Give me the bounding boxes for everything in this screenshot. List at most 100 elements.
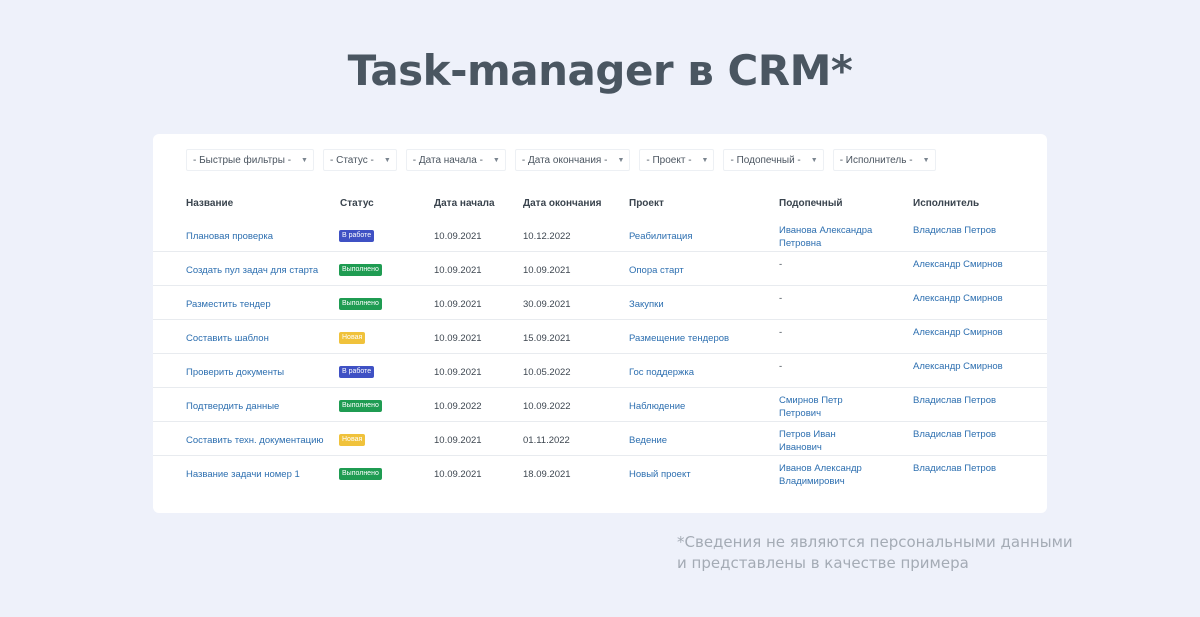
project-link[interactable]: Опора старт <box>629 265 684 276</box>
end-date: 18.09.2021 <box>523 469 571 480</box>
task-name-link[interactable]: Проверить документы <box>186 367 285 378</box>
filter-bar: - Быстрые фильтры - ▼ - Статус - ▼ - Дата … <box>186 149 936 171</box>
status-badge: Новая <box>339 434 366 446</box>
chevron-down-icon: ▼ <box>617 156 625 164</box>
disclaimer-footnote: *Сведения не являются персональными данн… <box>677 532 1077 574</box>
start-date: 10.09.2021 <box>434 333 482 344</box>
column-header-assignee[interactable]: Исполнитель <box>913 198 980 209</box>
assignee-link[interactable]: Александр Смирнов <box>913 259 1003 270</box>
table-row[interactable]: Подтвердить данные Выполнено 10.09.2022 … <box>153 388 1047 422</box>
filter-label: - Статус - <box>329 154 374 166</box>
status-badge: Выполнено <box>339 298 382 310</box>
filter-end-date[interactable]: - Дата окончания - ▼ <box>514 149 631 171</box>
filter-project[interactable]: - Проект - ▼ <box>639 149 715 171</box>
footnote-line2: и представлены в качестве примера <box>677 554 969 572</box>
chevron-down-icon: ▼ <box>810 156 818 164</box>
table-body: Плановая проверка В работе 10.09.2021 10… <box>153 218 1047 490</box>
task-table-card: - Быстрые фильтры - ▼ - Статус - ▼ - Дата … <box>153 134 1047 513</box>
assignee-link[interactable]: Владислав Петров <box>913 395 997 406</box>
ward-link[interactable]: Смирнов Петр Петрович <box>779 394 843 420</box>
table-row[interactable]: Составить шаблон Новая 10.09.2021 15.09.… <box>153 320 1047 354</box>
column-header-status[interactable]: Статус <box>340 198 374 209</box>
filter-label: - Дата окончания - <box>521 154 608 166</box>
chevron-down-icon: ▼ <box>301 156 308 164</box>
ward-name-line1: Смирнов Петр <box>779 395 843 406</box>
ward-link[interactable]: Петров Иван Иванович <box>779 428 836 454</box>
ward-name-line2: Иванович <box>779 442 822 453</box>
table-row[interactable]: Название задачи номер 1 Выполнено 10.09.… <box>153 456 1047 490</box>
task-name-link[interactable]: Создать пул задач для старта <box>186 265 319 276</box>
table-row[interactable]: Составить техн. документацию Новая 10.09… <box>153 422 1047 456</box>
table-row[interactable]: Плановая проверка В работе 10.09.2021 10… <box>153 218 1047 252</box>
status-badge: Новая <box>339 332 366 344</box>
ward-empty: - <box>779 361 783 372</box>
filter-label: - Исполнитель - <box>839 154 913 166</box>
filter-start-date[interactable]: - Дата начала - ▼ <box>405 149 506 171</box>
task-name-link[interactable]: Разместить тендер <box>186 299 271 310</box>
ward-name-line1: Иванов Александр <box>779 463 862 474</box>
start-date: 10.09.2021 <box>434 299 482 310</box>
assignee-link[interactable]: Александр Смирнов <box>913 293 1003 304</box>
status-badge: В работе <box>339 230 375 242</box>
filter-assignee[interactable]: - Исполнитель - ▼ <box>832 149 936 171</box>
column-header-end[interactable]: Дата окончания <box>523 198 602 209</box>
ward-name-line1: Петров Иван <box>779 429 836 440</box>
end-date: 01.11.2022 <box>523 435 570 446</box>
table-row[interactable]: Проверить документы В работе 10.09.2021 … <box>153 354 1047 388</box>
project-link[interactable]: Наблюдение <box>629 401 686 412</box>
column-header-project[interactable]: Проект <box>629 198 664 209</box>
task-name-link[interactable]: Название задачи номер 1 <box>186 469 300 480</box>
status-badge: Выполнено <box>339 400 382 412</box>
ward-link[interactable]: Иванов Александр Владимирович <box>779 462 862 488</box>
end-date: 10.09.2021 <box>523 265 571 276</box>
table-row[interactable]: Создать пул задач для старта Выполнено 1… <box>153 252 1047 286</box>
column-header-start[interactable]: Дата начала <box>434 198 495 209</box>
assignee-link[interactable]: Владислав Петров <box>913 429 997 440</box>
end-date: 10.12.2022 <box>523 231 571 242</box>
end-date: 15.09.2021 <box>523 333 571 344</box>
chevron-down-icon: ▼ <box>492 156 500 164</box>
filter-quick[interactable]: - Быстрые фильтры - ▼ <box>186 149 314 171</box>
status-badge: Выполнено <box>339 264 382 276</box>
page-title: Task-manager в CRM* <box>347 46 853 95</box>
ward-link[interactable]: Иванова Александра Петровна <box>779 224 872 250</box>
start-date: 10.09.2021 <box>434 231 482 242</box>
column-header-ward[interactable]: Подопечный <box>779 198 843 209</box>
project-link[interactable]: Новый проект <box>629 469 691 480</box>
ward-name-line2: Петровна <box>779 238 822 249</box>
filter-label: - Быстрые фильтры - <box>193 154 292 166</box>
assignee-link[interactable]: Владислав Петров <box>913 463 997 474</box>
project-link[interactable]: Гос поддержка <box>629 367 695 378</box>
start-date: 10.09.2021 <box>434 265 482 276</box>
assignee-link[interactable]: Александр Смирнов <box>913 361 1003 372</box>
ward-name-line2: Владимирович <box>779 476 845 487</box>
task-name-link[interactable]: Подтвердить данные <box>186 401 280 412</box>
start-date: 10.09.2021 <box>434 435 482 446</box>
project-link[interactable]: Размещение тендеров <box>629 333 730 344</box>
task-name-link[interactable]: Составить шаблон <box>186 333 269 344</box>
filter-status[interactable]: - Статус - ▼ <box>322 149 397 171</box>
end-date: 30.09.2021 <box>523 299 571 310</box>
column-header-name[interactable]: Название <box>186 198 234 209</box>
project-link[interactable]: Реабилитация <box>629 231 693 242</box>
filter-label: - Подопечный - <box>730 154 801 166</box>
filter-ward[interactable]: - Подопечный - ▼ <box>723 149 824 171</box>
project-link[interactable]: Закупки <box>629 299 664 310</box>
ward-name-line2: Петрович <box>779 408 822 419</box>
project-link[interactable]: Ведение <box>629 435 668 446</box>
ward-empty: - <box>779 327 783 338</box>
status-badge: Выполнено <box>339 468 382 480</box>
assignee-link[interactable]: Александр Смирнов <box>913 327 1003 338</box>
chevron-down-icon: ▼ <box>922 156 930 164</box>
ward-name-line1: Иванова Александра <box>779 225 873 236</box>
footnote-line1: *Сведения не являются персональными данн… <box>677 533 1073 551</box>
ward-empty: - <box>779 293 783 304</box>
table-row[interactable]: Разместить тендер Выполнено 10.09.2021 3… <box>153 286 1047 320</box>
task-name-link[interactable]: Составить техн. документацию <box>186 435 324 446</box>
end-date: 10.05.2022 <box>523 367 571 378</box>
task-name-link[interactable]: Плановая проверка <box>186 231 274 242</box>
start-date: 10.09.2021 <box>434 367 482 378</box>
start-date: 10.09.2021 <box>434 469 482 480</box>
start-date: 10.09.2022 <box>434 401 482 412</box>
assignee-link[interactable]: Владислав Петров <box>913 225 997 236</box>
